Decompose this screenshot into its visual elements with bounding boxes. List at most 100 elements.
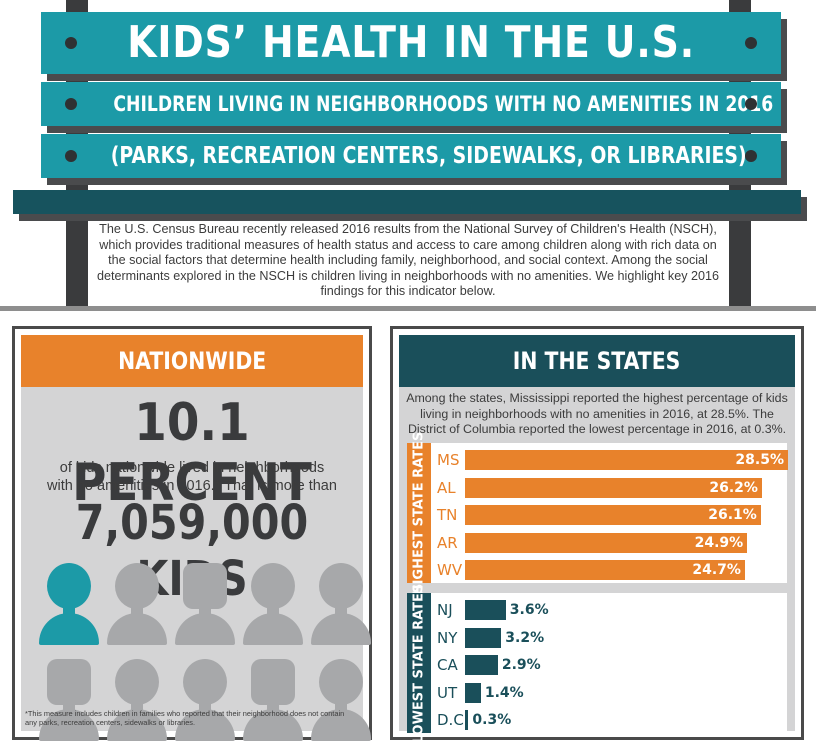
nationwide-panel: NATIONWIDE 10.1 PERCENT of kids nationwi… <box>12 326 372 741</box>
nationwide-kids-text: 7,059,000 KIDS <box>75 495 309 607</box>
kid-icon-neck <box>199 701 211 711</box>
bar-value-label: 24.9% <box>694 534 744 551</box>
amenities-plank: (PARKS, RECREATION CENTERS, SIDEWALKS, O… <box>41 134 781 178</box>
kid-icon-head <box>115 659 159 705</box>
bar <box>465 655 498 675</box>
bar-row: AL 26.2% <box>431 475 787 501</box>
page-subtitle: CHILDREN LIVING IN NEIGHBORHOODS WITH NO… <box>113 92 774 116</box>
bolt-icon <box>745 98 757 110</box>
bar: 24.7% <box>465 560 745 580</box>
bar-value-label: 28.5% <box>735 452 784 468</box>
intro-text: The U.S. Census Bureau recently released… <box>96 222 720 299</box>
bar <box>465 682 481 703</box>
bar-row: CA 2.9% <box>431 652 787 678</box>
bolt-icon <box>65 98 77 110</box>
bolt-icon <box>745 37 757 49</box>
bar-row: AR 24.9% <box>431 530 787 556</box>
kid-icon-head <box>251 659 295 705</box>
state-label: NJ <box>437 601 453 619</box>
lowest-rates-group: LOWEST STATE RATES NJ 3.6% NY 3.2% CA 2.9% UT 1… <box>407 583 787 743</box>
nationwide-heading-text: NATIONWIDE <box>117 347 267 375</box>
bolt-icon <box>65 150 77 162</box>
kid-icon-head <box>47 563 91 609</box>
nationwide-kids-count: 7,059,000 KIDS <box>21 495 363 607</box>
states-heading: IN THE STATES <box>399 335 795 387</box>
nationwide-percent: 10.1 PERCENT <box>21 393 363 513</box>
kid-icon-neck <box>131 605 143 615</box>
kid-icon-body <box>175 613 235 645</box>
bar <box>465 627 502 648</box>
kid-icon <box>39 563 99 645</box>
kid-icon-head <box>183 659 227 705</box>
bar-row: NY 3.2% <box>431 625 787 651</box>
highest-rates-label: HIGHEST STATE RATES <box>407 431 431 595</box>
bar-value-label: 26.1% <box>708 507 757 523</box>
kid-icon <box>311 659 371 741</box>
kid-icon-head <box>319 563 363 609</box>
kid-icon-head <box>115 563 159 609</box>
kid-icon <box>175 659 235 741</box>
bar-row: NJ 3.6% <box>431 597 787 623</box>
amenities-subtitle: (PARKS, RECREATION CENTERS, SIDEWALKS, O… <box>110 143 747 169</box>
state-label: NY <box>437 628 458 647</box>
state-label: WV <box>437 561 463 579</box>
kid-icon-neck <box>199 605 211 615</box>
bolt-icon <box>745 150 757 162</box>
bar <box>465 600 506 620</box>
bar-value-label: 24.7% <box>692 562 741 578</box>
kid-icon-head <box>251 563 295 609</box>
state-label: AL <box>437 478 456 497</box>
kid-icon-neck <box>63 701 75 711</box>
kid-icon-body <box>107 613 167 645</box>
bar-row: D.C. 0.3% <box>431 707 787 733</box>
kid-icon-neck <box>131 701 143 711</box>
subtitle-plank: CHILDREN LIVING IN NEIGHBORHOODS WITH NO… <box>41 82 781 126</box>
bar: 26.1% <box>465 505 761 525</box>
nationwide-description: of kids nationwide lived in neighborhood… <box>21 459 363 495</box>
state-label: MS <box>437 451 460 469</box>
bar-value-label: 0.3% <box>472 712 512 728</box>
kid-icon <box>243 659 303 741</box>
nationwide-desc-line-2: with no amenities in 2016.* That is more… <box>47 478 337 494</box>
kid-icon-head <box>183 563 227 609</box>
page-title: KIDS’ HEALTH IN THE U.S. <box>127 17 695 68</box>
kid-icon <box>39 659 99 741</box>
kid-icon <box>107 563 167 645</box>
bar: 26.2% <box>465 477 762 498</box>
nationwide-percent-text: 10.1 PERCENT <box>72 393 312 513</box>
section-divider <box>0 306 816 311</box>
nationwide-content: 10.1 PERCENT of kids nationwide lived in… <box>21 387 371 741</box>
state-label: AR <box>437 533 458 552</box>
bar-value-label: 3.6% <box>509 602 549 618</box>
states-description: Among the states, Mississippi reported t… <box>406 391 788 436</box>
state-label: UT <box>437 683 458 702</box>
title-plank: KIDS’ HEALTH IN THE U.S. <box>41 12 781 74</box>
bar-value-label: 3.2% <box>505 629 545 646</box>
bar-value-label: 2.9% <box>501 657 541 673</box>
kid-icon <box>243 563 303 645</box>
nationwide-desc-line-1: of kids nationwide lived in neighborhood… <box>59 460 325 476</box>
kid-icon-body <box>243 613 303 645</box>
kid-icon-neck <box>335 701 347 711</box>
kid-icon-neck <box>63 605 75 615</box>
kid-icon-body <box>39 613 99 645</box>
state-label: D.C. <box>437 711 469 729</box>
bar: 28.5% <box>465 450 788 470</box>
highest-rates-label-text: HIGHEST STATE RATES <box>411 431 427 595</box>
bar-row: UT 1.4% <box>431 680 787 706</box>
state-label: CA <box>437 656 458 674</box>
kid-icon <box>107 659 167 741</box>
bar-row: TN 26.1% <box>431 502 787 528</box>
states-heading-text: IN THE STATES <box>513 347 681 375</box>
states-content: Among the states, Mississippi reported t… <box>399 387 795 743</box>
state-label: TN <box>437 506 458 524</box>
sign-base-bar <box>13 190 801 214</box>
bar-row: WV 24.7% <box>431 557 787 583</box>
nationwide-heading: NATIONWIDE <box>21 335 363 387</box>
kid-icon-neck <box>267 701 279 711</box>
kid-icon <box>311 563 371 645</box>
highest-rates-group: HIGHEST STATE RATES MS 28.5% AL 26.2% TN 26.1… <box>407 431 788 595</box>
bar: 24.9% <box>465 532 748 553</box>
lowest-rates-label-text: LOWEST STATE RATES <box>411 583 427 743</box>
kid-icon-neck <box>267 605 279 615</box>
